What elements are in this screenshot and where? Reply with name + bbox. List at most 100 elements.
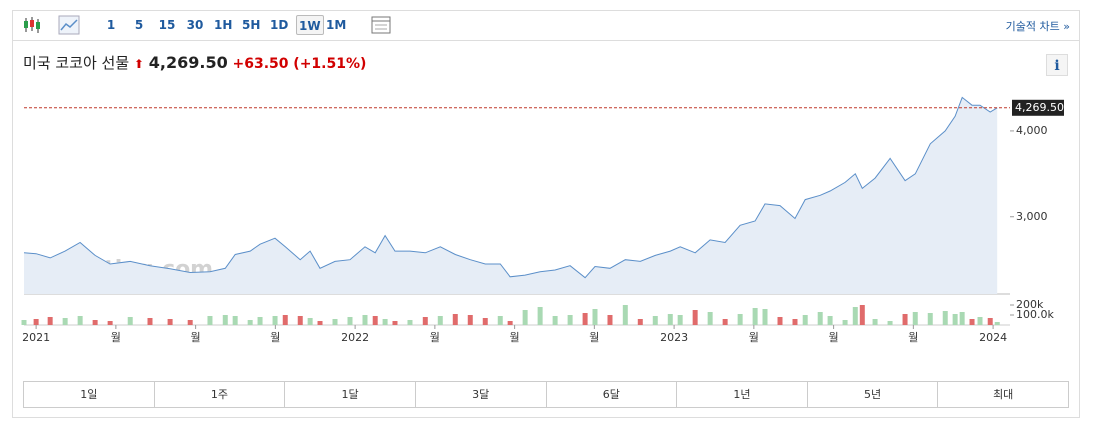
volume-bar [422, 317, 428, 325]
volume-bar [707, 312, 713, 325]
widget-frame [12, 10, 1080, 418]
volume-bar [77, 316, 83, 325]
volume-bar [817, 312, 823, 325]
volume-bar [407, 320, 413, 325]
candle-icon[interactable] [22, 15, 42, 35]
range-button[interactable]: 1년 [676, 382, 807, 407]
volume-bar [467, 315, 473, 325]
up-arrow: ⬆ [133, 57, 144, 71]
volume-bar [482, 318, 488, 325]
interval-button[interactable]: 1 [106, 18, 116, 32]
range-button[interactable]: 1일 [80, 388, 98, 401]
last-price-box [1012, 99, 1064, 116]
volume-bar [852, 307, 858, 325]
x-tick-label: 2024 [979, 331, 1007, 344]
interval-button[interactable]: 1M [326, 18, 347, 32]
volume-bar [282, 315, 288, 325]
volume-bar [959, 312, 965, 325]
volume-bar [842, 320, 848, 325]
range-button[interactable]: 3달 [414, 382, 546, 407]
volume-bar [187, 320, 193, 325]
volume-bar [987, 318, 993, 325]
volume-bar [872, 319, 878, 325]
interval-button[interactable]: 30 [186, 18, 204, 32]
volume-bar [47, 317, 53, 325]
last-price-label: 4,269.50 [1015, 101, 1064, 114]
volume-bar [127, 317, 133, 325]
info-button[interactable]: i [1046, 54, 1068, 76]
x-tick-label: 2023 [660, 331, 688, 344]
range-button[interactable]: 1달 [284, 382, 415, 407]
range-button[interactable]: 최대 [937, 382, 1068, 407]
interval-button[interactable]: 5H [242, 18, 261, 32]
volume-bar [994, 322, 1000, 325]
volume-bar [107, 321, 113, 325]
instrument-name: 미국 코코아 선물 [23, 54, 130, 72]
range-button[interactable]: 5년 [806, 382, 938, 407]
volume-bar [927, 313, 933, 325]
volume-bar [977, 317, 983, 325]
volume-bar [942, 311, 948, 325]
volume-bar [607, 315, 613, 325]
volume-bar [382, 319, 388, 325]
interval-button[interactable]: 15 [158, 18, 176, 32]
volume-bar [497, 316, 503, 325]
x-tick-label: 월 [908, 331, 918, 344]
chart: Investing.com3,0004,000200k100.0k2021월월월… [21, 96, 1064, 344]
volume-bar [21, 320, 27, 325]
volume-bar [33, 319, 39, 325]
x-tick-label: 월 [270, 331, 280, 344]
volume-bar [372, 316, 378, 325]
interval-button[interactable]: 1D [270, 18, 289, 32]
volume-bar [207, 316, 213, 325]
volume-bar [272, 316, 278, 325]
x-tick-label: 월 [111, 331, 121, 344]
volume-bar [567, 315, 573, 325]
volume-bar [232, 316, 238, 325]
volume-bar [347, 317, 353, 325]
x-tick-label: 월 [430, 331, 440, 344]
volume-bar [622, 305, 628, 325]
volume-bar [257, 317, 263, 325]
range-button[interactable]: 6달 [545, 382, 677, 407]
volume-bar [222, 315, 228, 325]
x-tick-label: 월 [510, 331, 520, 344]
range-button[interactable]: 1주 [153, 382, 285, 407]
price-area [24, 97, 998, 295]
volume-bar [802, 315, 808, 325]
volume-bar [507, 321, 513, 325]
volume-bar [332, 319, 338, 325]
volume-bar [437, 316, 443, 325]
volume-bar [969, 319, 975, 325]
y2-tick-label: 200k [1016, 298, 1044, 311]
volume-bar [247, 320, 253, 325]
interval-button[interactable]: 5 [134, 18, 144, 32]
volume-bar [307, 318, 313, 325]
toolbar: 기술적 차트 » 1 5 15 30 1H 5H 1D 1W 1M [12, 10, 1080, 41]
x-tick-label: 월 [749, 331, 759, 344]
area-icon[interactable] [58, 15, 80, 35]
volume-bar [777, 317, 783, 325]
volume-bar [737, 314, 743, 325]
volume-bar [667, 314, 673, 325]
volume-bar [522, 310, 528, 325]
interval-button[interactable]: 1W [296, 15, 324, 35]
volume-bar [92, 320, 98, 325]
volume-bar [392, 321, 398, 325]
volume-bar [827, 316, 833, 325]
technical-chart-link[interactable]: 기술적 차트 » [1005, 20, 1070, 33]
y-tick-label: 3,000 [1016, 210, 1048, 223]
volume-bar [362, 315, 368, 325]
table-icon[interactable] [370, 15, 392, 35]
last-price: 4,269.50 [148, 53, 228, 72]
volume-bar [762, 309, 768, 325]
x-tick-label: 월 [829, 331, 839, 344]
interval-button[interactable]: 1H [214, 18, 233, 32]
volume-bar [637, 319, 643, 325]
volume-bar [887, 321, 893, 325]
volume-bar [582, 313, 588, 325]
volume-bar [722, 319, 728, 325]
price-change: +63.50 [232, 56, 289, 72]
volume-bar [902, 314, 908, 325]
volume-bar [652, 316, 658, 325]
